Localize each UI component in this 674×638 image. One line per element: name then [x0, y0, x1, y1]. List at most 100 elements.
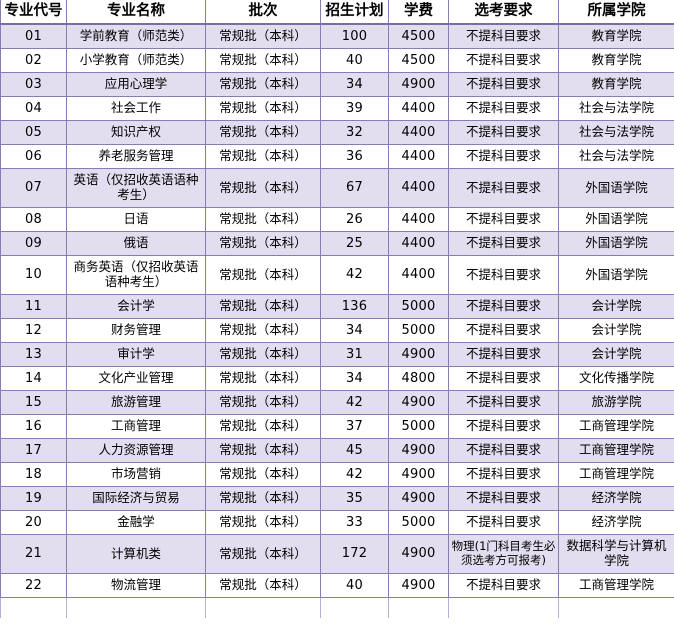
cell-batch: 常规批（本科）: [205, 486, 321, 511]
cell-college: 工商管理学院: [558, 573, 674, 598]
cell-major-code: 18: [0, 462, 67, 487]
cell-college: 经济学院: [558, 486, 674, 511]
column-header-subject-req: 选考要求: [448, 0, 559, 25]
column-header-tuition: 学费: [388, 0, 449, 25]
cell-enroll-plan: 39: [320, 96, 389, 121]
cell-college: 工商管理学院: [558, 414, 674, 439]
cell-subject-req: 不提科目要求: [448, 120, 559, 145]
cell-major-name: 知识产权: [66, 120, 206, 145]
cell-major-code: 09: [0, 231, 67, 256]
table-row: 22 物流管理 常规批（本科） 40 4900 不提科目要求 工商管理学院: [0, 573, 674, 598]
cell-college: 教育学院: [558, 48, 674, 73]
table-row: 14 文化产业管理 常规批（本科） 34 4800 不提科目要求 文化传播学院: [0, 366, 674, 391]
cell-enroll-plan: 40: [320, 573, 389, 598]
cell-college: 社会与法学院: [558, 120, 674, 145]
cell-enroll-plan: 67: [320, 168, 389, 208]
cell-batch: 常规批（本科）: [205, 120, 321, 145]
cell-tuition: 4900: [388, 438, 449, 463]
cell-subject-req: 不提科目要求: [448, 462, 559, 487]
cell-tuition: 5000: [388, 510, 449, 535]
cell-subject-req: 不提科目要求: [448, 438, 559, 463]
cell-major-code: 19: [0, 486, 67, 511]
cell-major-name: 人力资源管理: [66, 438, 206, 463]
cell-subject-req: 不提科目要求: [448, 414, 559, 439]
cell-tuition: 4400: [388, 231, 449, 256]
cell-batch: 常规批（本科）: [205, 438, 321, 463]
cell-subject-req: 不提科目要求: [448, 24, 559, 49]
cell-major-code: 05: [0, 120, 67, 145]
cell-subject-req: 不提科目要求: [448, 342, 559, 367]
cell-college: 社会与法学院: [558, 144, 674, 169]
cell-batch: 常规批（本科）: [205, 462, 321, 487]
cell-subject-req: 不提科目要求: [448, 573, 559, 598]
cell-major-code: 01: [0, 24, 67, 49]
cell-college: 工商管理学院: [558, 438, 674, 463]
cell-enroll-plan: 42: [320, 255, 389, 295]
cell-batch: 常规批（本科）: [205, 24, 321, 49]
cell-subject-req: 不提科目要求: [448, 390, 559, 415]
column-header-batch: 批次: [205, 0, 321, 25]
cell-batch: 常规批（本科）: [205, 96, 321, 121]
cell-college: 教育学院: [558, 24, 674, 49]
cell-college: 数据科学与计算机学院: [558, 534, 674, 574]
cell-tuition: 5000: [388, 414, 449, 439]
cell-tuition: 4900: [388, 72, 449, 97]
cell-tuition: 4900: [388, 462, 449, 487]
cell-subject-req: 不提科目要求: [448, 366, 559, 391]
cell-batch: 常规批（本科）: [205, 207, 321, 232]
cell-batch: 常规批（本科）: [205, 144, 321, 169]
table-row: 09 俄语 常规批（本科） 25 4400 不提科目要求 外国语学院: [0, 231, 674, 256]
table-row: 01 学前教育（师范类） 常规批（本科） 100 4500 不提科目要求 教育学院: [0, 24, 674, 49]
cell-college: 教育学院: [558, 72, 674, 97]
cell-blank: [448, 597, 559, 618]
admissions-plan-table: 专业代号 专业名称 批次 招生计划 学费 选考要求 所属学院 01 学前教育（师范…: [0, 0, 674, 618]
cell-enroll-plan: 34: [320, 72, 389, 97]
cell-batch: 常规批（本科）: [205, 414, 321, 439]
cell-major-name: 物流管理: [66, 573, 206, 598]
cell-subject-req: 不提科目要求: [448, 72, 559, 97]
table-row: 08 日语 常规批（本科） 26 4400 不提科目要求 外国语学院: [0, 207, 674, 232]
table-row: 16 工商管理 常规批（本科） 37 5000 不提科目要求 工商管理学院: [0, 414, 674, 439]
cell-major-name: 工商管理: [66, 414, 206, 439]
cell-enroll-plan: 34: [320, 366, 389, 391]
cell-college: 会计学院: [558, 318, 674, 343]
cell-major-code: 11: [0, 294, 67, 319]
cell-tuition: 4400: [388, 255, 449, 295]
cell-tuition: 4900: [388, 342, 449, 367]
cell-college: 经济学院: [558, 510, 674, 535]
cell-batch: 常规批（本科）: [205, 366, 321, 391]
cell-college: 外国语学院: [558, 231, 674, 256]
cell-blank: [320, 597, 389, 618]
cell-batch: 常规批（本科）: [205, 294, 321, 319]
cell-batch: 常规批（本科）: [205, 573, 321, 598]
cell-college: 旅游学院: [558, 390, 674, 415]
table-row: 18 市场营销 常规批（本科） 42 4900 不提科目要求 工商管理学院: [0, 462, 674, 487]
cell-batch: 常规批（本科）: [205, 168, 321, 208]
table-row: 04 社会工作 常规批（本科） 39 4400 不提科目要求 社会与法学院: [0, 96, 674, 121]
cell-major-name: 俄语: [66, 231, 206, 256]
table-header: 专业代号 专业名称 批次 招生计划 学费 选考要求 所属学院: [0, 0, 674, 25]
cell-major-code: 08: [0, 207, 67, 232]
cell-major-name: 文化产业管理: [66, 366, 206, 391]
cell-blank: [0, 597, 67, 618]
cell-blank: [558, 597, 674, 618]
cell-enroll-plan: 42: [320, 390, 389, 415]
cell-college: 外国语学院: [558, 168, 674, 208]
cell-college: 工商管理学院: [558, 462, 674, 487]
cell-college: 文化传播学院: [558, 366, 674, 391]
cell-college: 外国语学院: [558, 207, 674, 232]
cell-subject-req: 不提科目要求: [448, 486, 559, 511]
table-row: 20 金融学 常规批（本科） 33 5000 不提科目要求 经济学院: [0, 510, 674, 535]
table-row: 21 计算机类 常规批（本科） 172 4900 物理(1门科目考生必须选考方可报考) 数据…: [0, 534, 674, 574]
cell-tuition: 4400: [388, 207, 449, 232]
column-header-enroll-plan: 招生计划: [320, 0, 389, 25]
cell-tuition: 4900: [388, 486, 449, 511]
cell-major-name: 市场营销: [66, 462, 206, 487]
cell-major-name: 日语: [66, 207, 206, 232]
table-row: 02 小学教育（师范类） 常规批（本科） 40 4500 不提科目要求 教育学院: [0, 48, 674, 73]
cell-major-code: 17: [0, 438, 67, 463]
cell-major-code: 22: [0, 573, 67, 598]
table-row: 07 英语（仅招收英语语种考生） 常规批（本科） 67 4400 不提科目要求 外国语学院: [0, 168, 674, 208]
cell-major-code: 13: [0, 342, 67, 367]
cell-tuition: 4400: [388, 168, 449, 208]
